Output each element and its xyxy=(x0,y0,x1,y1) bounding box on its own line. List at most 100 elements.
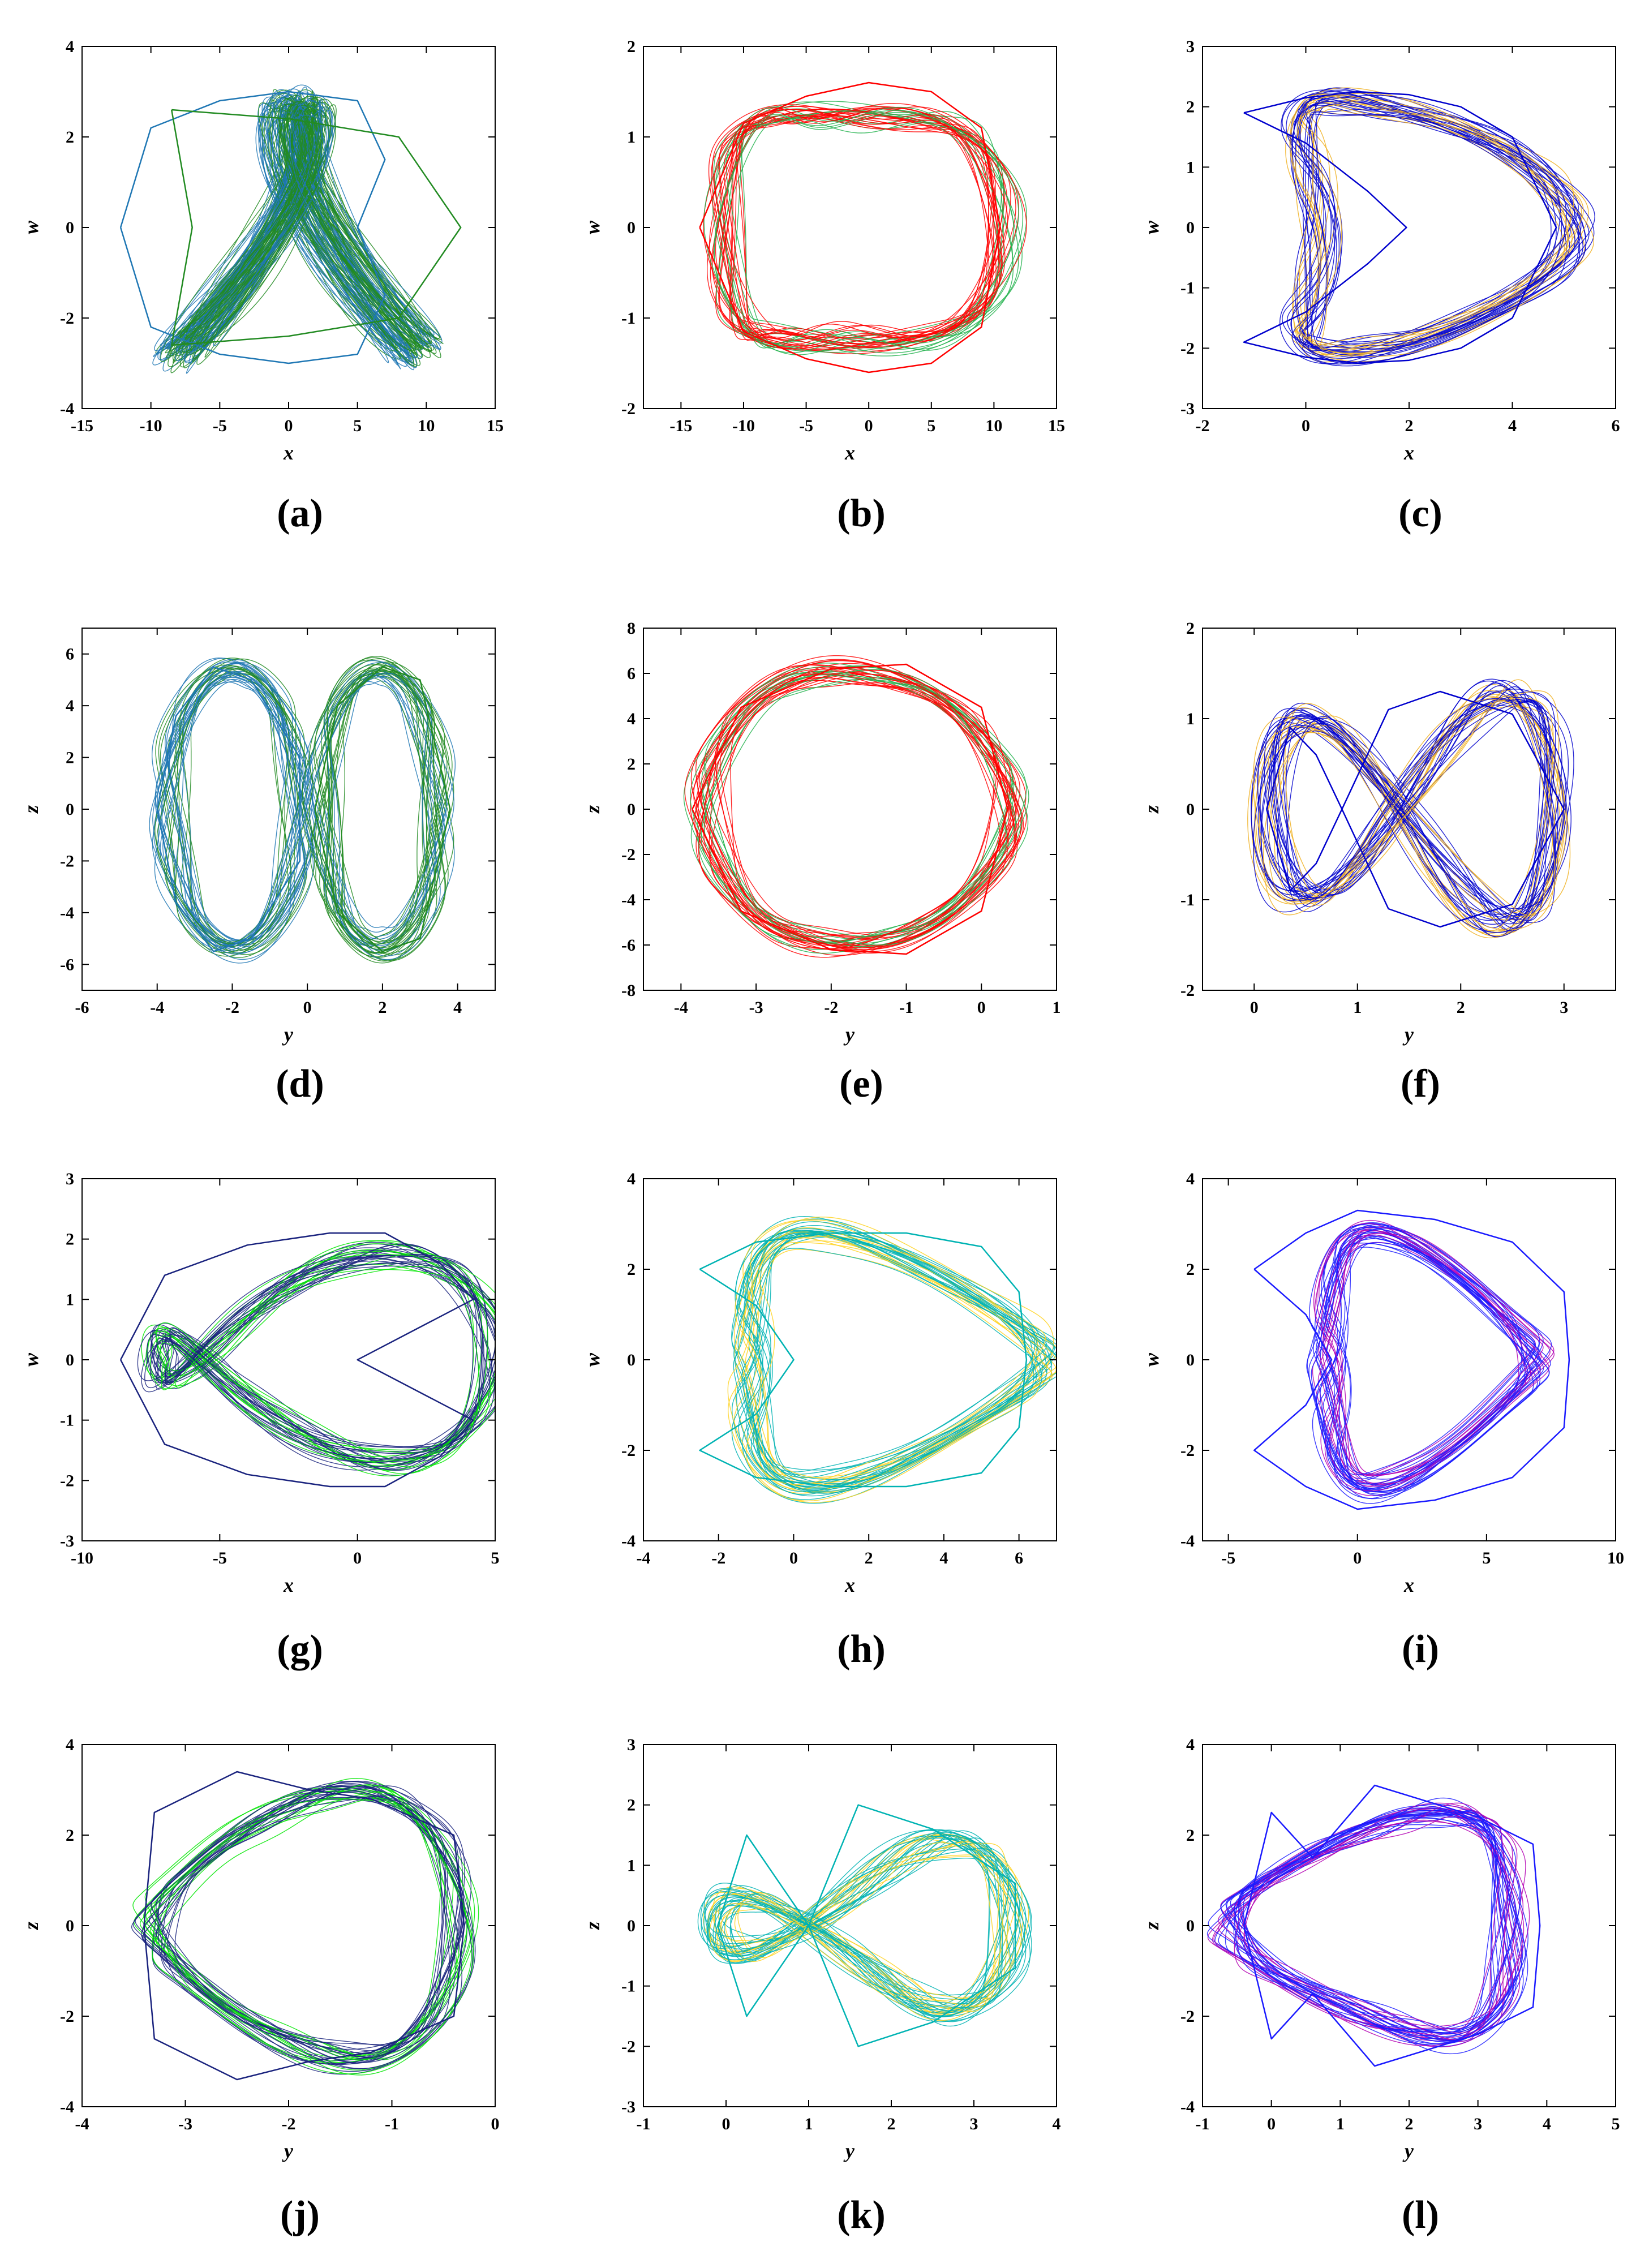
trajectory-line xyxy=(1322,1226,1540,1497)
y-tick-label: -1 xyxy=(621,309,635,328)
x-tick-label: -10 xyxy=(71,1549,93,1567)
y-axis-label: w xyxy=(581,1352,604,1367)
y-tick-label: -4 xyxy=(1180,2098,1195,2116)
trajectory-line xyxy=(690,680,1021,954)
y-tick-label: -1 xyxy=(1180,891,1195,909)
trajectory-line xyxy=(1251,678,1564,925)
y-tick-label: 2 xyxy=(1186,1826,1195,1845)
trajectory-line xyxy=(1295,102,1583,363)
trajectory-line xyxy=(714,110,1019,347)
trajectory-line xyxy=(711,114,997,352)
y-tick-label: 1 xyxy=(627,1856,635,1875)
trajectory-line xyxy=(1253,691,1556,933)
x-tick-label: 2 xyxy=(887,2115,896,2133)
trajectory-line xyxy=(745,1225,1038,1489)
panel-label: (f) xyxy=(1401,1062,1440,1106)
x-tick-label: -4 xyxy=(150,998,164,1017)
y-tick-label: 0 xyxy=(627,800,635,819)
x-tick-label: 1 xyxy=(1053,998,1061,1017)
trajectory-line xyxy=(142,1790,465,2058)
y-tick-label: 6 xyxy=(627,664,635,683)
trajectory-line xyxy=(157,1788,443,2065)
x-tick-label: -5 xyxy=(799,416,813,435)
trajectory-line xyxy=(150,1785,476,2063)
trajectory-line xyxy=(156,665,307,943)
trajectory-line xyxy=(733,1237,1053,1494)
y-tick-label: 0 xyxy=(66,1351,74,1369)
trajectory-line xyxy=(162,1265,474,1454)
x-tick-label: 5 xyxy=(353,416,362,435)
x-tick-label: 2 xyxy=(865,1549,873,1567)
series-envelope xyxy=(143,1771,465,2081)
trajectory-line xyxy=(160,658,309,944)
trajectory-line xyxy=(1234,1816,1497,2045)
trajectory-line xyxy=(1243,1808,1513,2039)
trajectory-line xyxy=(1290,100,1567,367)
trajectory-line xyxy=(141,1255,490,1471)
y-tick-label: -2 xyxy=(60,852,74,870)
x-axis-label: y xyxy=(282,2140,294,2162)
trajectory-line xyxy=(1226,1813,1517,2047)
y-tick-label: -6 xyxy=(60,955,74,974)
x-tick-label: 4 xyxy=(453,998,462,1017)
trajectory-line xyxy=(147,1256,495,1470)
x-tick-label: 1 xyxy=(805,2115,813,2133)
trajectory-line xyxy=(175,100,441,352)
trajectory-line xyxy=(729,115,989,350)
trajectory-line xyxy=(1295,109,1576,354)
x-axis-label: y xyxy=(282,1023,294,1046)
trajectory-line xyxy=(702,1839,1006,2012)
x-tick-label: 3 xyxy=(970,2115,978,2133)
trajectory-line xyxy=(719,114,1027,355)
trajectory-line xyxy=(156,1263,483,1462)
y-tick-label: 3 xyxy=(66,1170,74,1188)
trajectory-line xyxy=(1220,1812,1522,2040)
trajectory-line xyxy=(707,1834,1024,2016)
y-tick-label: 3 xyxy=(1186,37,1195,56)
trajectory-line xyxy=(1270,688,1574,929)
trajectory-line xyxy=(1247,690,1563,939)
trajectory-line xyxy=(312,673,454,929)
x-tick-label: 6 xyxy=(1612,416,1620,435)
trajectory-line xyxy=(738,1227,1033,1497)
trajectory-line xyxy=(1311,104,1590,346)
x-tick-label: 10 xyxy=(418,416,435,435)
trajectory-line xyxy=(693,677,1017,950)
y-tick-label: 0 xyxy=(627,218,635,237)
trajectory-line xyxy=(326,672,433,964)
series-envelope xyxy=(156,666,301,952)
trajectory-line xyxy=(1225,1824,1516,2044)
trajectory-line xyxy=(1251,684,1565,932)
x-tick-label: 0 xyxy=(491,2115,500,2133)
trajectory-line xyxy=(730,109,994,348)
trajectory-bundle xyxy=(697,1829,1032,2027)
y-tick-label: 0 xyxy=(66,800,74,819)
x-tick-label: -2 xyxy=(282,2115,296,2133)
trajectory-line xyxy=(1279,92,1561,364)
x-tick-label: -1 xyxy=(899,998,913,1017)
trajectory-line xyxy=(1218,1809,1521,2036)
trajectory-bundle xyxy=(1306,1219,1555,1504)
x-tick-label: 2 xyxy=(1405,2115,1414,2133)
trajectory-bundle xyxy=(683,655,1029,958)
trajectory-line xyxy=(743,1236,1057,1487)
x-axis-label: x xyxy=(283,1574,294,1596)
y-tick-label: 2 xyxy=(66,1230,74,1249)
trajectory-bundle xyxy=(137,1240,495,1477)
series-envelope xyxy=(1243,91,1557,364)
y-tick-label: -2 xyxy=(621,1441,635,1460)
y-tick-label: 2 xyxy=(66,1826,74,1845)
trajectory-line xyxy=(1236,1805,1526,2042)
trajectory-line xyxy=(315,658,443,945)
trajectory-line xyxy=(719,666,1016,947)
x-tick-label: 2 xyxy=(1457,998,1465,1017)
trajectory-line xyxy=(144,1790,453,2058)
x-axis-label: x xyxy=(1403,441,1414,464)
trajectory-line xyxy=(1233,1820,1514,2048)
x-tick-label: 0 xyxy=(353,1549,362,1567)
x-tick-label: 5 xyxy=(1612,2115,1620,2133)
trajectory-line xyxy=(135,1785,467,2064)
trajectory-line xyxy=(320,669,436,953)
trajectory-line xyxy=(1254,695,1561,934)
y-tick-label: -2 xyxy=(1180,1441,1195,1460)
